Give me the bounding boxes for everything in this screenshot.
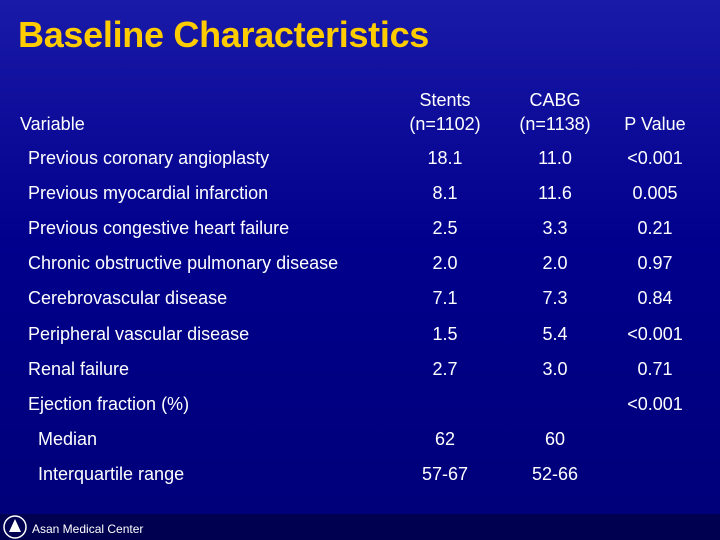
row-label: Ejection fraction (%) [28, 393, 190, 414]
row-label: Previous congestive heart failure [28, 218, 290, 239]
row-label: Previous coronary angioplasty [28, 148, 270, 168]
cell: 2.7 [432, 358, 458, 379]
cell: <0.001 [627, 148, 683, 168]
row-label: Peripheral vascular disease [28, 323, 250, 344]
cell: 0.71 [637, 358, 673, 379]
column-header: Variable [20, 114, 85, 134]
cell: 7.1 [432, 288, 458, 309]
slide-title: Baseline Characteristics [18, 14, 430, 55]
subrow-label: Median [38, 428, 98, 449]
cell: 11.6 [538, 183, 572, 204]
logo [3, 515, 27, 539]
row-label: Cerebrovascular disease [28, 288, 228, 309]
column-header: (n=1102) [409, 114, 481, 134]
cell: <0.001 [627, 393, 683, 414]
cell: <0.001 [627, 323, 683, 344]
cell: 5.4 [542, 323, 568, 344]
cell: 0.21 [637, 218, 673, 239]
cell: 1.5 [432, 323, 458, 344]
column-header: (n=1138) [519, 114, 591, 134]
row-label: Renal failure [28, 358, 130, 379]
cell: 8.1 [432, 183, 458, 204]
cell: 11.0 [538, 148, 572, 168]
cell: 2.5 [432, 218, 458, 239]
column-header: Stents [419, 90, 471, 110]
cell: 52-66 [531, 463, 579, 484]
column-header: CABG [529, 90, 581, 110]
cell: 3.0 [542, 358, 568, 379]
cell: 0.84 [637, 288, 673, 309]
column-header: P Value [624, 114, 686, 134]
row-label: Chronic obstructive pulmonary disease [28, 253, 339, 274]
cell: 62 [434, 428, 456, 449]
cell: 0.005 [632, 183, 678, 204]
cell: 57-67 [421, 463, 469, 484]
footer-bar: Asan Medical Center [0, 514, 720, 540]
cell: 2.0 [432, 253, 458, 274]
subrow-label: Interquartile range [38, 463, 185, 484]
cell: 7.3 [542, 288, 568, 309]
row-label: Previous myocardial infarction [28, 183, 269, 204]
cell: 60 [544, 428, 566, 449]
cell: 18.1 [427, 148, 463, 168]
footer-text: Asan Medical Center [32, 522, 144, 536]
cell: 0.97 [637, 253, 673, 274]
cell: 2.0 [542, 253, 568, 274]
cell: 3.3 [542, 218, 568, 239]
